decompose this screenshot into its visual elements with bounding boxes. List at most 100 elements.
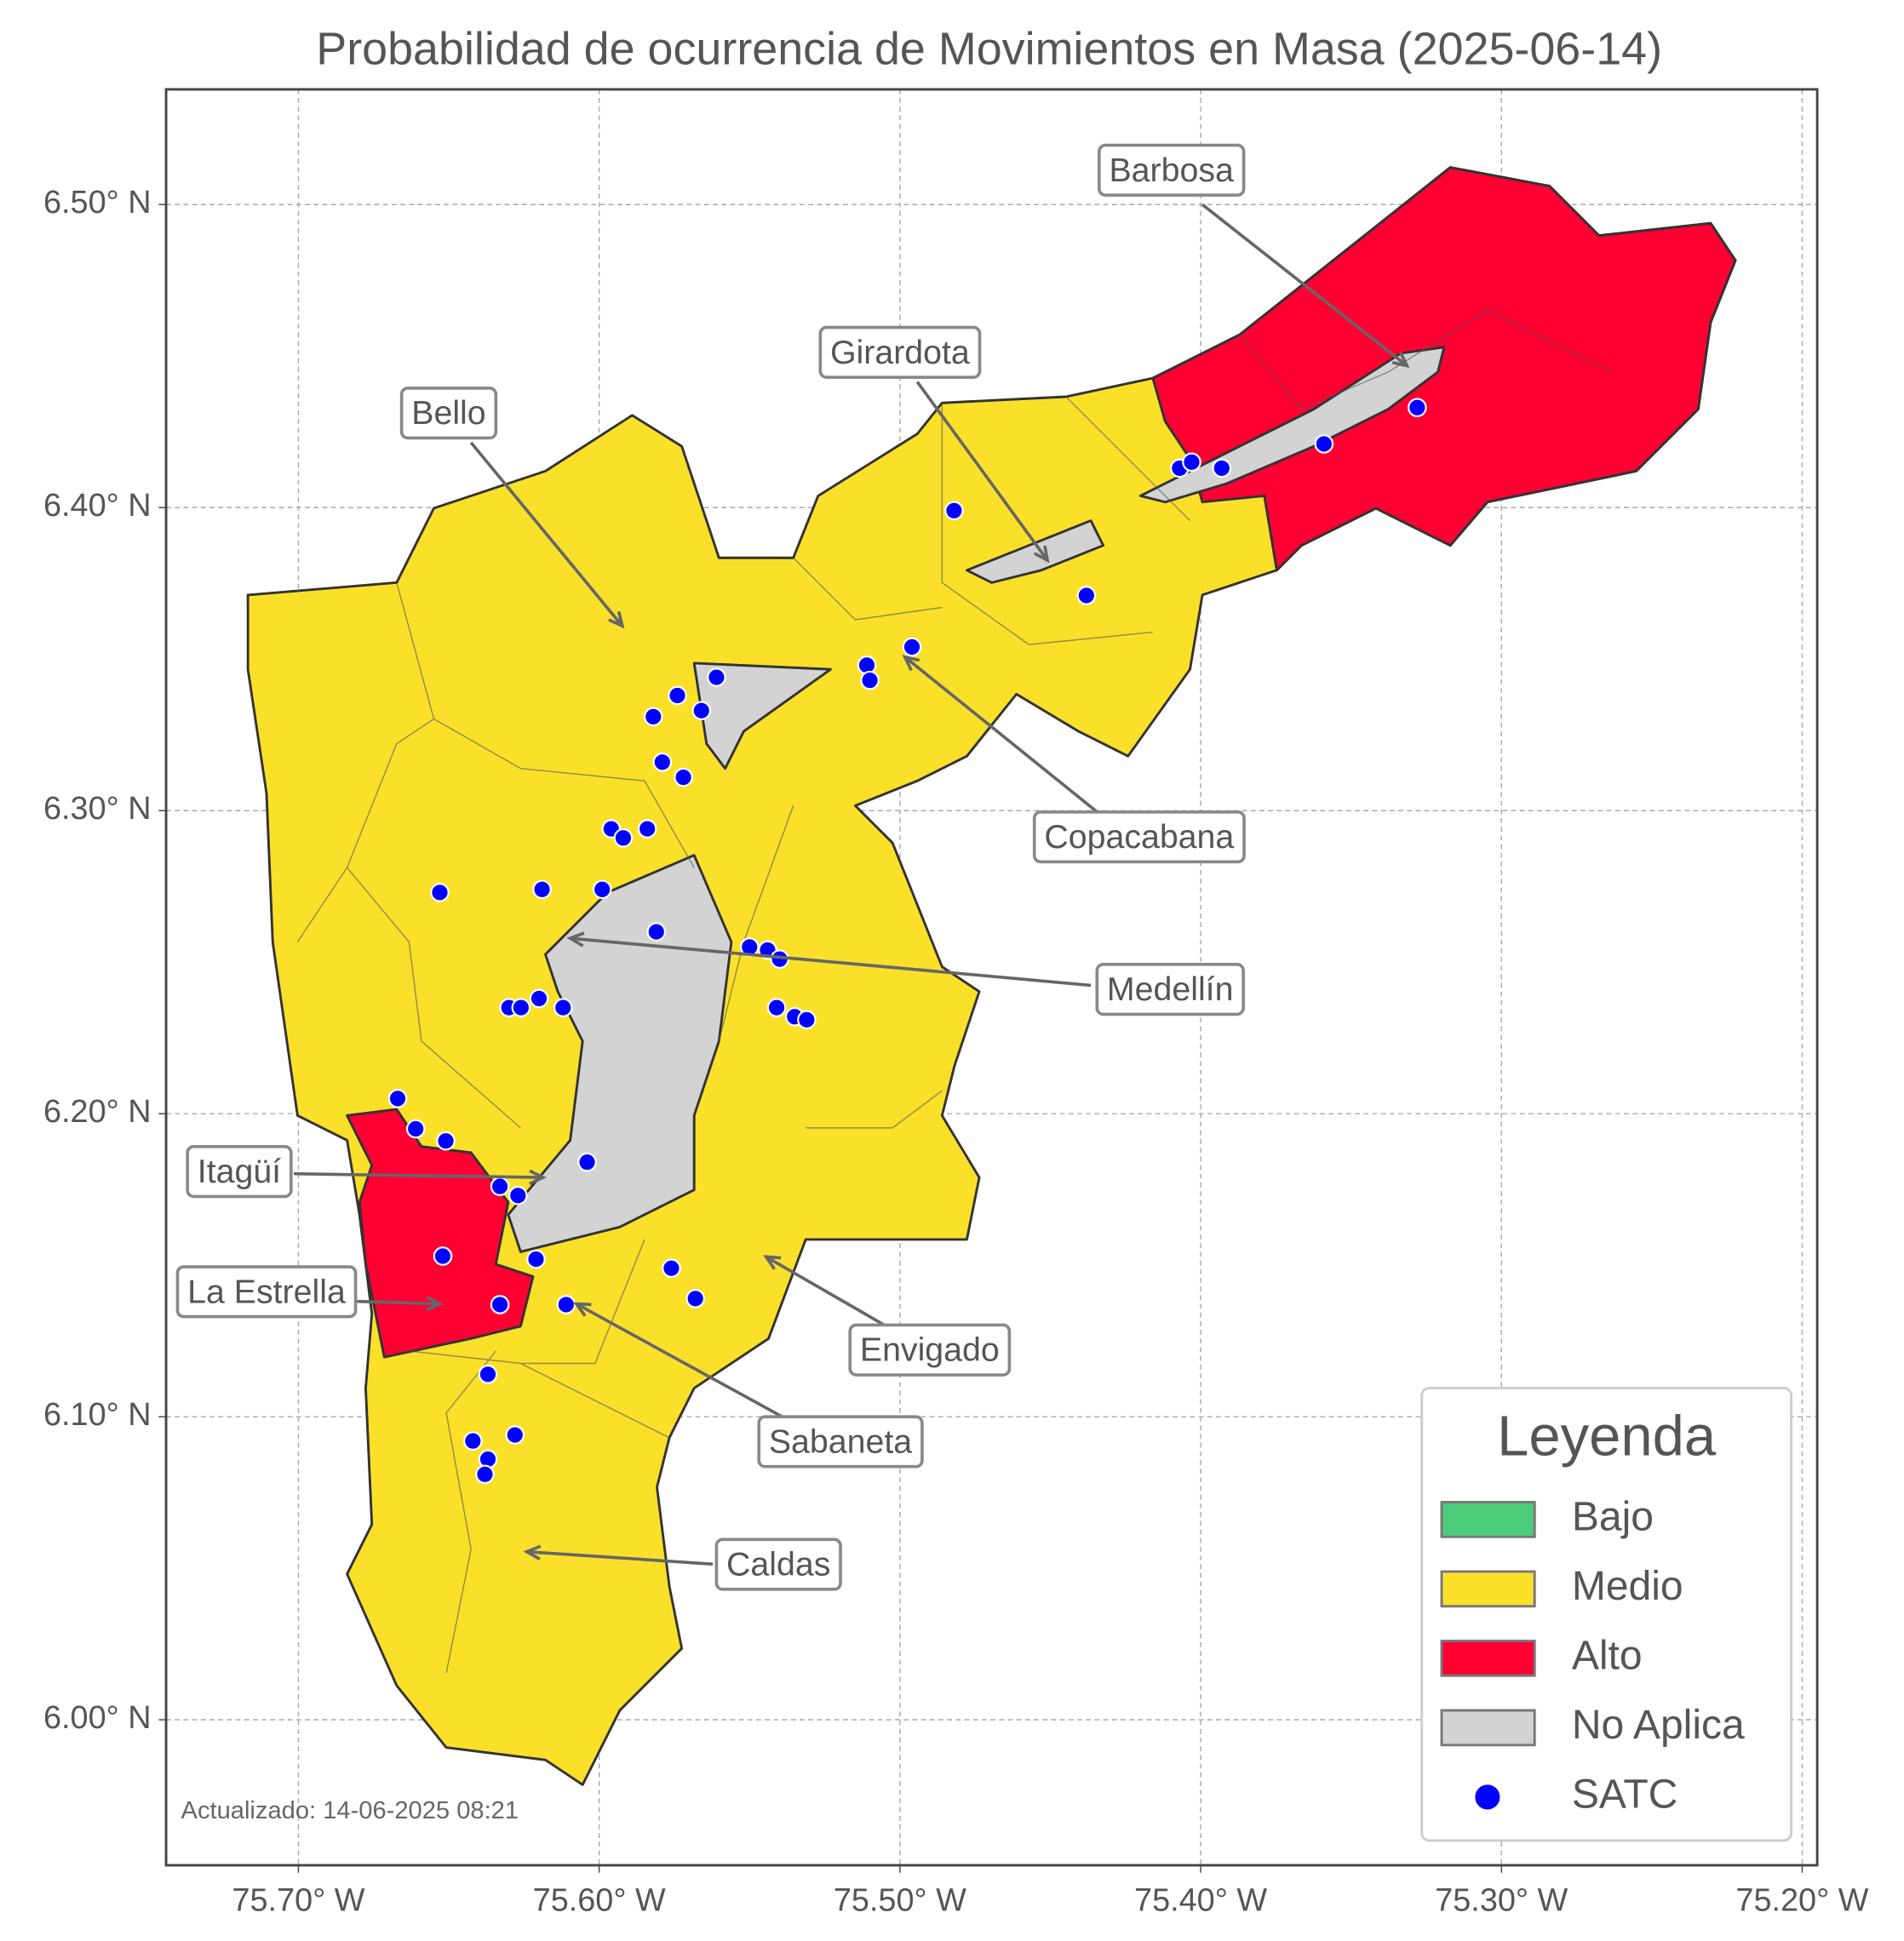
axes-frame xyxy=(164,88,1819,1867)
annotation: La Estrella xyxy=(175,1265,444,1319)
x-tick-label: 75.30° W xyxy=(1435,1883,1568,1919)
arrow-head xyxy=(529,1169,547,1186)
satc-point xyxy=(860,670,880,690)
satc-point xyxy=(553,998,573,1017)
annotation-box xyxy=(1098,143,1246,197)
region-no-aplica xyxy=(507,854,733,1253)
annotation-box xyxy=(175,1265,358,1319)
region-alto xyxy=(346,1108,535,1359)
arrow-head xyxy=(566,931,585,948)
satc-point xyxy=(508,1186,528,1205)
annotation-arrow xyxy=(765,1255,887,1328)
satc-point xyxy=(526,1249,546,1269)
annotation-arrow xyxy=(293,1171,543,1179)
annotation: Copacabana xyxy=(902,655,1246,864)
y-tick-label: 6.00° N xyxy=(43,1700,152,1736)
satc-point xyxy=(529,988,549,1009)
annotation-box xyxy=(399,386,498,440)
annotation-arrow xyxy=(526,1549,714,1566)
annotations: Barbosa Girardota Bello Copacabana Medellín I… xyxy=(175,143,1410,1591)
y-tick-label: 6.50° N xyxy=(43,185,152,220)
satc-point xyxy=(405,1119,426,1139)
annotation-box xyxy=(1095,963,1245,1016)
satc-point xyxy=(490,1295,510,1314)
annotation: Girardota xyxy=(818,325,1050,564)
arrow-head xyxy=(1391,352,1410,369)
annotation-arrow xyxy=(570,936,1092,988)
y-tick-label: 6.20° N xyxy=(43,1094,152,1130)
map-title: Probabilidad de ocurrencia de Movimiento… xyxy=(316,24,1662,75)
legend-label: SATC xyxy=(1572,1772,1678,1818)
satc-point xyxy=(505,1425,525,1445)
regions xyxy=(246,166,1737,1786)
satc-point xyxy=(387,1089,408,1108)
arrow-head xyxy=(573,1302,592,1317)
y-tick-label: 6.40° N xyxy=(43,488,152,524)
satc-point xyxy=(685,1289,705,1308)
satc-point xyxy=(1212,458,1232,478)
annotation-label: Itagüí xyxy=(198,1153,281,1190)
legend-swatch xyxy=(1440,1640,1536,1677)
points xyxy=(387,398,1427,1485)
x-tick-label: 75.40° W xyxy=(1134,1883,1267,1919)
satc-point xyxy=(511,998,531,1017)
satc-point xyxy=(944,501,964,521)
satc-point xyxy=(1314,434,1334,454)
ticks: 75.70° W 75.60° W 75.50° W 75.40° W 75.30° W… xyxy=(43,185,1869,1918)
annotation-arrow xyxy=(357,1299,440,1306)
legend-title: Leyenda xyxy=(1497,1404,1717,1468)
region-no-aplica xyxy=(966,519,1105,584)
satc-point xyxy=(691,701,712,721)
satc-point xyxy=(490,1177,510,1196)
satc-point xyxy=(478,1365,498,1384)
annotation-label: Barbosa xyxy=(1109,152,1234,189)
satc-point xyxy=(475,1464,495,1485)
satc-point xyxy=(797,1010,817,1030)
legend-swatch xyxy=(1440,1709,1536,1747)
y-tick-label: 6.30° N xyxy=(43,791,152,827)
satc-point xyxy=(577,1152,597,1172)
annotation-label: Caldas xyxy=(726,1546,830,1583)
annotation-label: Sabaneta xyxy=(769,1423,912,1460)
satc-point xyxy=(430,883,450,902)
satc-point xyxy=(674,767,693,787)
annotation-box xyxy=(1032,810,1246,864)
legend-label: Bajo xyxy=(1572,1495,1654,1540)
annotation-box xyxy=(848,1323,1012,1377)
annotation-arrow xyxy=(576,1302,794,1424)
annotation: Envigado xyxy=(763,1255,1012,1377)
annotation-label: La Estrella xyxy=(187,1273,346,1310)
satc-point xyxy=(668,685,687,706)
satc-point xyxy=(662,1258,681,1279)
annotation: Barbosa xyxy=(1098,143,1410,369)
annotation-box xyxy=(757,1415,924,1469)
annotation-box xyxy=(714,1537,842,1591)
arrow-head xyxy=(902,655,920,672)
satc-point xyxy=(766,998,787,1017)
x-tick-label: 75.20° W xyxy=(1735,1883,1868,1919)
annotation: Caldas xyxy=(523,1537,842,1591)
arrow-head xyxy=(426,1295,444,1312)
annotation-arrow xyxy=(903,656,1098,814)
annotation-label: Bello xyxy=(411,394,485,432)
legend-swatch xyxy=(1440,1570,1536,1608)
satc-point xyxy=(613,827,634,848)
satc-point xyxy=(592,879,612,900)
annotation-arrow xyxy=(469,441,624,627)
annotation: Bello xyxy=(399,386,625,629)
satc-point xyxy=(436,1131,456,1151)
satc-point xyxy=(1182,452,1201,472)
boundary xyxy=(296,309,1612,1674)
satc-point xyxy=(463,1431,483,1451)
satc-point xyxy=(652,752,673,772)
arrow-head xyxy=(1033,545,1050,564)
annotation: Sabaneta xyxy=(573,1302,924,1469)
annotation-box xyxy=(186,1145,293,1199)
x-tick-label: 75.70° W xyxy=(232,1883,364,1919)
region-alto xyxy=(1151,166,1737,572)
annotation-arrow xyxy=(1201,203,1408,368)
arrow-head xyxy=(608,610,625,629)
satc-point xyxy=(556,1295,576,1314)
legend-label: Medio xyxy=(1572,1564,1683,1609)
